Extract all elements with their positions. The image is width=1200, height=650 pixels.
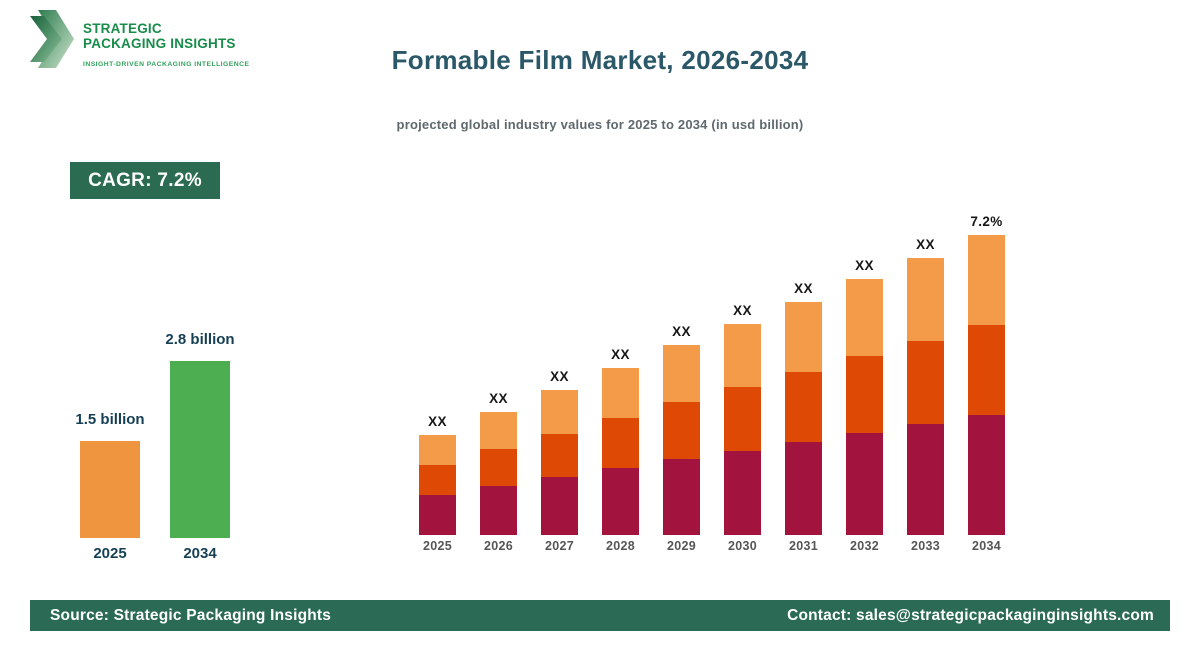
bar-column-2027: XX 2027 <box>541 369 578 553</box>
mini-bar-column-2034: 2.8 billion 2034 <box>165 331 234 562</box>
bar-value-label: XX <box>855 258 874 273</box>
bar-segment-top <box>480 412 517 449</box>
bar-segment-bottom <box>724 450 761 535</box>
logo: STRATEGIC PACKAGING INSIGHTS INSIGHT-DRI… <box>30 10 249 68</box>
logo-tagline: INSIGHT-DRIVEN PACKAGING INTELLIGENCE <box>83 60 250 68</box>
footer-bar: Source: Strategic Packaging Insights Con… <box>30 600 1170 631</box>
bar-stack-2031 <box>785 302 822 535</box>
x-axis-label-2031: 2031 <box>788 539 818 553</box>
x-axis-label-2029: 2029 <box>666 539 696 553</box>
bar-segment-bottom <box>907 424 944 535</box>
bar-stack-2029 <box>663 345 700 535</box>
stacked-bar-chart: XX 2025 XX 2026 XX 2027 XX 2028 XX 2029 XX 2030 XX 20… <box>419 214 1005 553</box>
bar-stack-2028 <box>602 368 639 535</box>
bar-value-label: 7.2% <box>970 214 1003 229</box>
bar-segment-middle <box>480 448 517 486</box>
x-axis-label-2034: 2034 <box>971 539 1001 553</box>
x-axis-label-2026: 2026 <box>483 539 513 553</box>
logo-text: STRATEGIC PACKAGING INSIGHTS INSIGHT-DRI… <box>83 10 249 68</box>
bar-value-label: XX <box>489 391 508 406</box>
bar-stack-2034 <box>968 235 1005 535</box>
mini-bar-year-label: 2025 <box>93 545 127 562</box>
x-axis-label-2025: 2025 <box>422 539 452 553</box>
mini-bar-value-label: 2.8 billion <box>165 331 235 348</box>
bar-stack-2026 <box>480 412 517 535</box>
mini-bar-year-label: 2034 <box>183 545 217 562</box>
bar-segment-bottom <box>846 432 883 535</box>
bar-segment-top <box>846 279 883 356</box>
x-axis-label-2032: 2032 <box>849 539 879 553</box>
cagr-badge: CAGR: 7.2% <box>70 162 220 199</box>
bar-column-2034: 7.2% 2034 <box>968 214 1005 553</box>
bar-segment-middle <box>541 433 578 477</box>
bar-segment-top <box>968 235 1005 325</box>
bar-value-label: XX <box>672 324 691 339</box>
bar-segment-middle <box>724 387 761 451</box>
bar-segment-middle <box>602 418 639 469</box>
bar-stack-2025 <box>419 435 456 535</box>
bar-stack-2027 <box>541 390 578 535</box>
bar-column-2025: XX 2025 <box>419 414 456 553</box>
logo-chevron-icon <box>30 10 74 68</box>
bar-segment-top <box>602 368 639 419</box>
bar-segment-bottom <box>663 459 700 535</box>
x-axis-label-2030: 2030 <box>727 539 757 553</box>
bar-segment-top <box>541 390 578 434</box>
mini-bar-value-label: 1.5 billion <box>75 411 145 428</box>
bar-column-2026: XX 2026 <box>480 391 517 553</box>
bar-segment-middle <box>785 371 822 442</box>
bar-segment-middle <box>968 325 1005 415</box>
source-text: Source: Strategic Packaging Insights <box>50 606 332 624</box>
bar-stack-2030 <box>724 324 761 535</box>
bar-segment-bottom <box>480 485 517 535</box>
bar-value-label: XX <box>794 281 813 296</box>
page-title: Formable Film Market, 2026-2034 <box>391 45 809 75</box>
bar-value-label: XX <box>611 347 630 362</box>
logo-name-line1: STRATEGIC <box>83 21 162 36</box>
bar-segment-bottom <box>541 477 578 535</box>
bar-stack-2033 <box>907 258 944 535</box>
bar-value-label: XX <box>428 414 447 429</box>
mini-chart: 1.5 billion 2025 2.8 billion 2034 <box>75 331 234 562</box>
chart-subtitle: projected global industry values for 202… <box>396 117 804 132</box>
bar-stack-2032 <box>846 279 883 535</box>
bar-column-2028: XX 2028 <box>602 347 639 553</box>
x-axis-label-2033: 2033 <box>910 539 940 553</box>
bar-column-2029: XX 2029 <box>663 324 700 553</box>
bar-segment-top <box>785 302 822 372</box>
contact-text: Contact: sales@strategicpackaginginsight… <box>787 606 1154 624</box>
mini-bar-2025 <box>80 441 140 538</box>
bar-segment-middle <box>419 465 456 495</box>
bar-segment-top <box>419 435 456 465</box>
bar-value-label: XX <box>550 369 569 384</box>
bar-segment-bottom <box>785 441 822 535</box>
mini-bar-column-2025: 1.5 billion 2025 <box>75 411 144 562</box>
bar-column-2031: XX 2031 <box>785 281 822 553</box>
bar-segment-middle <box>663 402 700 459</box>
bar-segment-bottom <box>968 415 1005 535</box>
bar-segment-bottom <box>602 468 639 535</box>
bar-column-2033: XX 2033 <box>907 237 944 553</box>
bar-value-label: XX <box>916 237 935 252</box>
bar-segment-bottom <box>419 495 456 535</box>
bar-value-label: XX <box>733 303 752 318</box>
bar-column-2032: XX 2032 <box>846 258 883 553</box>
bar-segment-top <box>907 258 944 342</box>
bar-segment-top <box>724 324 761 388</box>
x-axis-label-2027: 2027 <box>544 539 574 553</box>
bar-segment-middle <box>907 341 944 425</box>
bar-segment-middle <box>846 355 883 433</box>
x-axis-label-2028: 2028 <box>605 539 635 553</box>
bar-column-2030: XX 2030 <box>724 303 761 553</box>
bar-segment-top <box>663 345 700 402</box>
logo-name-line2: PACKAGING INSIGHTS <box>83 35 236 51</box>
mini-bar-2034 <box>170 361 230 538</box>
